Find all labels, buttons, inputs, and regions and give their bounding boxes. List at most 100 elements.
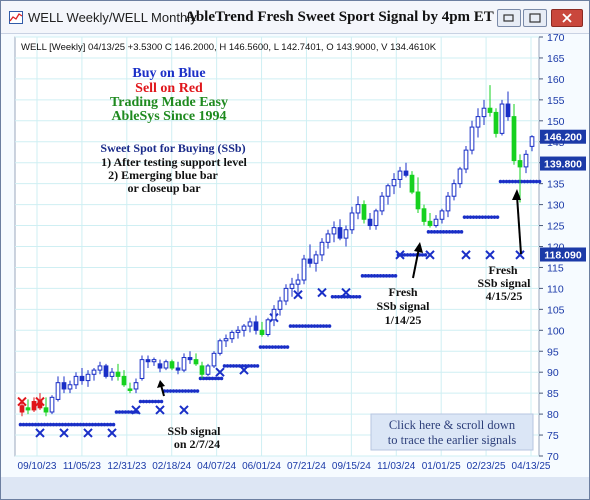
candle-body [463,149,469,170]
sell-mark-stroke [239,365,249,375]
support-dot [57,422,62,427]
support-dot [429,230,434,234]
sell-mark-stroke [35,428,45,438]
sell-mark [107,428,117,438]
candle [253,315,259,335]
candle [97,361,103,375]
candle [187,351,193,364]
candle [115,363,121,381]
candle-body [229,331,235,340]
support-dot [531,179,536,184]
support-dot [21,422,26,427]
date-tick-label: 04/07/24 [197,461,236,472]
support-dot [453,230,458,234]
support-dot [96,422,101,427]
candle-body [523,153,529,168]
support-dot [402,253,407,257]
candle [511,104,517,165]
close-button[interactable] [551,9,583,27]
candle-body [55,382,61,400]
candle-body [415,191,421,210]
support-dot [483,215,488,219]
candle [403,162,409,178]
earlier-signals-line2[interactable]: to trace the earlier signals [388,433,517,447]
date-tick-label: 09/15/24 [332,461,371,472]
candle [457,166,463,188]
support-dot [480,215,485,219]
earlier-signals-link[interactable]: Click here & scroll down to trace the ea… [370,413,534,451]
candle-body [457,168,463,185]
support-dot [270,345,275,349]
candle-body [25,407,31,411]
candle [319,238,325,262]
candle [223,334,229,348]
support-dot [156,399,161,404]
support-dot [75,422,80,427]
earlier-signals-line1[interactable]: Click here & scroll down [389,418,516,432]
candle [67,380,73,394]
support-dot [486,215,491,219]
support-dot [87,422,92,427]
support-dot [300,324,305,328]
candle [163,359,169,371]
support-dot [528,179,533,184]
candle [373,208,379,230]
annotation-ssb-apr-line2: SSb signal [477,276,531,290]
support-dot [354,294,359,299]
candle-body [217,340,223,354]
support-dot [102,422,107,427]
candle-body [91,369,97,375]
chart-app-icon [9,11,23,24]
support-dot [321,324,326,328]
price-tick-label: 155 [547,95,565,107]
price-tick-label: 85 [547,388,559,400]
candle [235,326,241,339]
support-dot [495,215,500,219]
candle [343,225,349,247]
candle [331,221,337,243]
sell-mark-stroke [179,405,189,415]
support-dot [153,399,158,404]
support-dot [336,294,341,299]
candle-body [505,103,511,118]
date-tick-label: 11/05/23 [63,461,102,472]
candle [481,99,487,125]
support-dot [72,422,77,427]
earlier-signals-box[interactable] [370,413,534,451]
support-dot [360,274,365,278]
date-tick-label: 02/18/24 [152,461,191,472]
date-tick-label: 07/21/24 [287,461,326,472]
support-dot [498,179,503,184]
price-tick-label: 105 [547,304,565,316]
annotation-ssb-apr-line1: Fresh [488,263,517,277]
candle-body [19,405,25,413]
restore-button[interactable] [497,9,521,27]
support-dot [315,324,320,328]
support-dot [423,253,428,257]
candle-body [469,126,475,151]
support-dot [60,422,65,427]
support-dot [30,422,35,427]
annotation-ssb-jan-line1: Fresh [388,285,417,299]
support-dot [177,389,182,393]
candle-body [439,210,445,220]
maximize-button[interactable] [523,9,547,27]
candle [265,317,271,337]
support-dot [366,274,371,278]
support-dot [93,422,98,427]
candle-body [307,258,313,264]
sell-mark-stroke [131,405,141,415]
price-tick-label: 135 [547,179,565,191]
arrowhead-ssb-apr [512,189,521,200]
support-dot [276,345,281,349]
candle [409,171,415,195]
support-dot [504,179,509,184]
candle [421,204,427,226]
arrowhead-ssb-feb [157,380,165,388]
candle-body [43,407,49,413]
restore-icon [503,14,514,22]
candle [49,395,55,415]
support-dot [219,376,224,381]
candle-body [427,220,433,227]
candle-body [511,116,517,162]
